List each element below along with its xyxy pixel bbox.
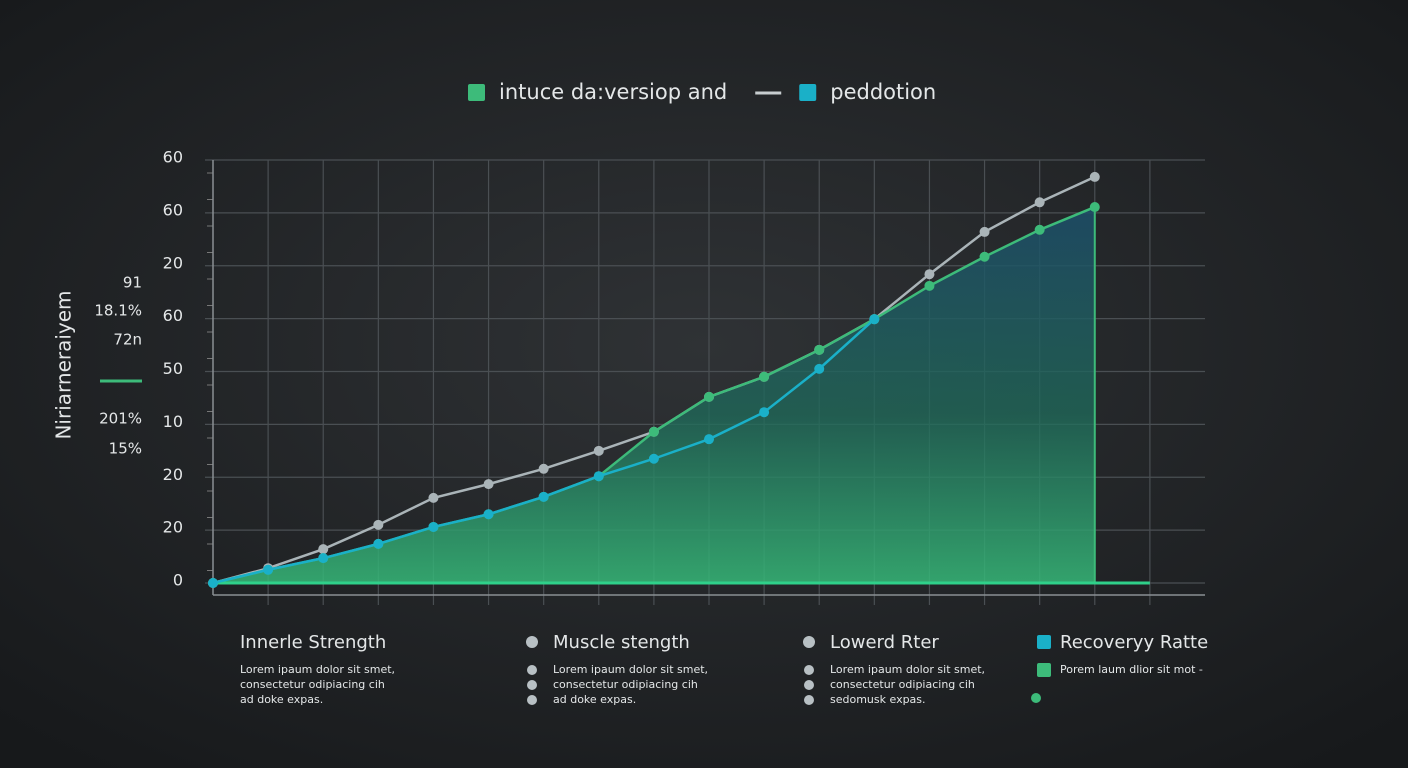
legend-item-dot [526,636,538,648]
y-tick-label: 60 [163,148,183,167]
point [979,251,990,262]
legend-item-text: ad doke expas. [553,693,636,706]
point [593,445,604,456]
y-tick-label: 20 [163,253,183,272]
y-axis-label: Niriarneraiyem [52,290,76,439]
legend-item-text: consectetur odipiacing cih [830,678,975,691]
legend-item-title: Recoveryy Ratte [1060,632,1208,653]
point [428,521,439,532]
legend-item-bullet [1031,693,1041,703]
point [538,491,549,502]
point [704,434,714,445]
legend-item-title: Innerle Strength [240,632,386,653]
point [593,471,604,482]
legend-item-bullet [1037,663,1051,677]
point [648,426,659,437]
y-tick-label: 0 [173,571,183,590]
legend-item-bullet [527,680,537,690]
side-label: 91 [123,274,142,292]
y-tick-label: 60 [163,200,183,219]
point [1089,202,1100,213]
legend-item-dot [803,636,815,648]
legend-item-text: Lorem ipaum dolor sit smet, [830,663,985,676]
legend-item-text: consectetur odipiacing cih [240,678,385,691]
area [213,207,1095,583]
y-tick-label: 20 [163,465,183,484]
legend-item-text: Lorem ipaum dolor sit smet, [553,663,708,676]
legend-item-text: sedomusk expas. [830,693,926,706]
legend-item-bullet [527,695,537,705]
legend-label: intuce da:versiop and [499,80,727,104]
point [263,564,274,575]
point [318,544,329,555]
point [648,453,659,464]
legend-item-text: ad doke expas. [240,693,323,706]
point [759,371,770,382]
legend-item-bullet [804,695,814,705]
legend-item-text: Lorem ipaum dolor sit smet, [240,663,395,676]
side-label: 15% [109,440,142,458]
point [208,578,218,588]
point [1089,171,1100,182]
side-label: 18.1% [94,302,142,320]
legend-item-title: Muscle stength [553,632,690,653]
legend-item-text: Porem laum dlior sit mot - [1060,663,1203,676]
y-tick-label: 50 [163,359,183,378]
y-tick-label: 60 [163,306,183,325]
legend-item-bullet [804,665,814,675]
point [428,492,439,503]
point [979,226,990,237]
point [538,463,549,474]
legend-item-swatch [1037,635,1051,649]
side-label: 72n [113,331,142,349]
point [814,344,825,355]
y-tick-label: 10 [163,412,183,431]
legend-swatch [468,84,485,101]
point [483,509,494,520]
point [814,363,825,374]
point [483,479,494,490]
side-label: 201% [99,410,142,428]
legend-item-text: consectetur odipiacing cih [553,678,698,691]
point [373,519,384,530]
point [1034,224,1045,235]
point [924,269,935,280]
point [373,538,384,549]
legend-label: peddotion [830,80,936,104]
legend-item-bullet [527,665,537,675]
point [1034,197,1045,208]
point [869,314,880,325]
point [704,391,714,402]
y-tick-label: 20 [163,518,183,537]
point [924,280,935,291]
point [759,407,770,418]
legend-item-bullet [804,680,814,690]
legend-swatch [799,84,817,101]
legend-item-title: Lowerd Rter [830,632,939,653]
point [318,553,329,564]
